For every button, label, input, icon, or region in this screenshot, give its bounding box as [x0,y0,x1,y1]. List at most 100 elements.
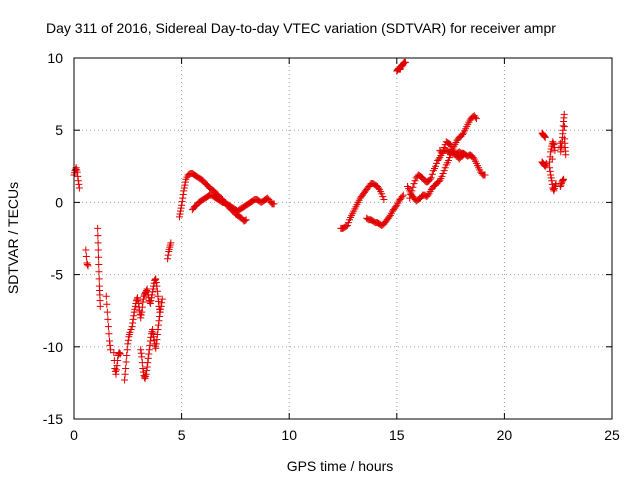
data-point [542,159,550,167]
data-point [342,222,350,230]
data-point [458,151,466,159]
data-point [94,224,102,232]
data-point [106,341,114,349]
y-tick-label: -10 [43,339,63,355]
data-point [122,364,130,372]
data-point [146,341,154,349]
data-point [270,200,278,208]
data-point [154,297,162,305]
data-point [547,171,555,179]
data-point [126,328,134,336]
y-tick-label: 0 [55,194,63,210]
data-point [426,175,434,183]
data-point [131,302,139,310]
data-point [180,184,188,192]
data-point [158,295,166,303]
data-point [435,155,443,163]
data-point [145,350,153,358]
data-point [143,286,151,294]
data-point [146,337,154,345]
data-point [547,145,555,153]
data-point [74,177,82,185]
data-point [129,315,137,323]
data-point [460,151,468,159]
y-tick-labels: 10 5 0 -5 -10 -15 [43,50,63,427]
data-point [458,131,466,139]
data-point [139,364,147,372]
data-point [122,358,130,366]
data-point [112,370,120,378]
data-point [157,305,165,313]
data-point [84,262,92,270]
data-point [472,115,480,123]
data-point [123,346,131,354]
data-point [164,255,172,263]
data-point [427,174,435,182]
data-point [178,201,186,209]
data-point [562,151,570,159]
data-point [179,194,187,202]
data-point [131,305,139,313]
data-point [121,370,129,378]
data-point [557,180,565,188]
data-point [133,294,141,302]
x-tick-label: 15 [389,427,405,443]
data-point [95,253,103,261]
data-point [424,191,432,199]
data-point [396,66,404,74]
data-point [178,198,186,206]
data-point [103,308,111,316]
data-point [137,349,145,357]
data-point [134,297,142,305]
data-point [144,359,152,367]
data-point [542,161,550,169]
data-points [70,58,570,384]
data-point [143,363,151,371]
data-point [547,148,555,156]
plot-frame [73,57,613,420]
data-point [440,144,448,152]
data-point [138,303,146,311]
data-point [158,299,166,307]
data-point [137,346,145,354]
data-point [177,207,185,215]
data-point [147,294,155,302]
data-point [546,164,554,172]
data-point [75,184,83,192]
data-point [399,191,407,199]
data-point [144,354,152,362]
data-point [560,175,568,183]
data-point [549,185,557,193]
data-point [150,333,158,341]
data-point [146,299,154,307]
data-point [181,178,189,186]
data-point [137,314,145,322]
data-point [124,340,132,348]
data-point [113,362,121,370]
x-tick-label: 10 [281,427,297,443]
data-point [121,376,129,384]
data-point [94,232,102,240]
y-tick-label: 5 [55,122,63,138]
data-point [401,58,409,66]
data-point [471,113,479,121]
data-point [154,321,162,329]
data-point [154,292,162,300]
data-point [560,110,568,118]
data-point [550,144,558,152]
data-point [104,315,112,323]
data-point [439,146,447,154]
data-point [130,308,138,316]
data-point [151,276,159,284]
data-point [180,187,188,195]
data-point [378,190,386,198]
data-point [154,325,162,333]
data-point [548,155,556,163]
data-point [176,210,184,218]
data-point [541,133,549,141]
data-point [149,285,157,293]
data-point [74,172,82,180]
data-point [75,180,83,188]
data-point [139,298,147,306]
